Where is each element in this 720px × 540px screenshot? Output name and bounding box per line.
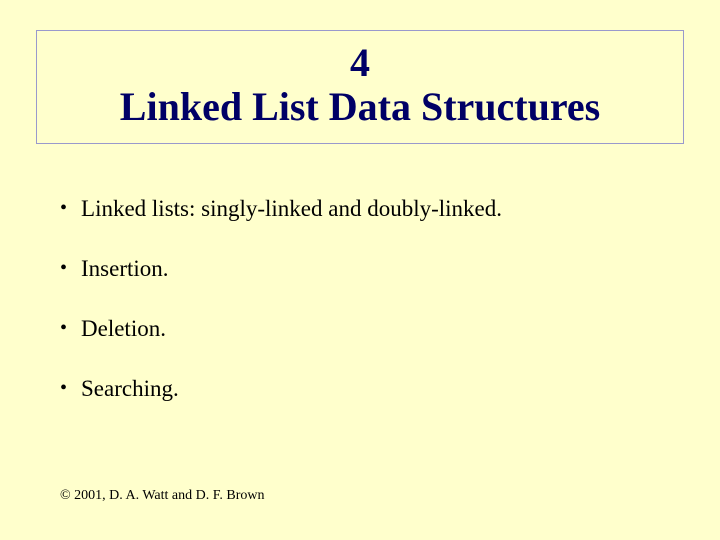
bullet-text: Searching. bbox=[81, 374, 179, 404]
bullet-text: Insertion. bbox=[81, 254, 169, 284]
bullet-text: Linked lists: singly-linked and doubly-l… bbox=[81, 194, 502, 224]
title-text: Linked List Data Structures bbox=[37, 85, 683, 129]
copyright-text: © 2001, D. A. Watt and D. F. Brown bbox=[60, 488, 265, 504]
bullet-marker-icon: • bbox=[60, 194, 67, 222]
bullet-marker-icon: • bbox=[60, 254, 67, 282]
bullet-item: • Deletion. bbox=[60, 314, 660, 344]
title-number: 4 bbox=[37, 41, 683, 85]
bullet-marker-icon: • bbox=[60, 374, 67, 402]
title-box: 4 Linked List Data Structures bbox=[36, 30, 684, 144]
bullet-list: • Linked lists: singly-linked and doubly… bbox=[60, 194, 660, 434]
bullet-text: Deletion. bbox=[81, 314, 166, 344]
bullet-item: • Insertion. bbox=[60, 254, 660, 284]
bullet-item: • Searching. bbox=[60, 374, 660, 404]
bullet-item: • Linked lists: singly-linked and doubly… bbox=[60, 194, 660, 224]
bullet-marker-icon: • bbox=[60, 314, 67, 342]
